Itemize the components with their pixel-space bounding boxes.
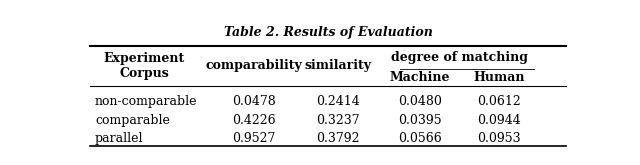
Text: 0.0566: 0.0566 [398,132,442,145]
Text: 0.0612: 0.0612 [477,95,521,108]
Text: 0.9527: 0.9527 [232,132,275,145]
Text: 0.0480: 0.0480 [398,95,442,108]
Text: 0.3792: 0.3792 [316,132,360,145]
Text: 0.4226: 0.4226 [232,114,275,127]
Text: Machine: Machine [390,71,450,84]
Text: parallel: parallel [95,132,143,145]
Text: 0.0944: 0.0944 [477,114,521,127]
Text: Human: Human [474,71,525,84]
Text: 0.0478: 0.0478 [232,95,275,108]
Text: 0.0395: 0.0395 [398,114,442,127]
Text: Table 2. Results of Evaluation: Table 2. Results of Evaluation [223,26,433,39]
Text: 0.0953: 0.0953 [477,132,521,145]
Text: comparability: comparability [205,59,302,72]
Text: 0.3237: 0.3237 [316,114,360,127]
Text: degree of matching: degree of matching [391,51,528,64]
Text: similarity: similarity [305,59,371,72]
Text: 0.2414: 0.2414 [316,95,360,108]
Text: non-comparable: non-comparable [95,95,197,108]
Text: comparable: comparable [95,114,170,127]
Text: Experiment
Corpus: Experiment Corpus [104,51,185,80]
